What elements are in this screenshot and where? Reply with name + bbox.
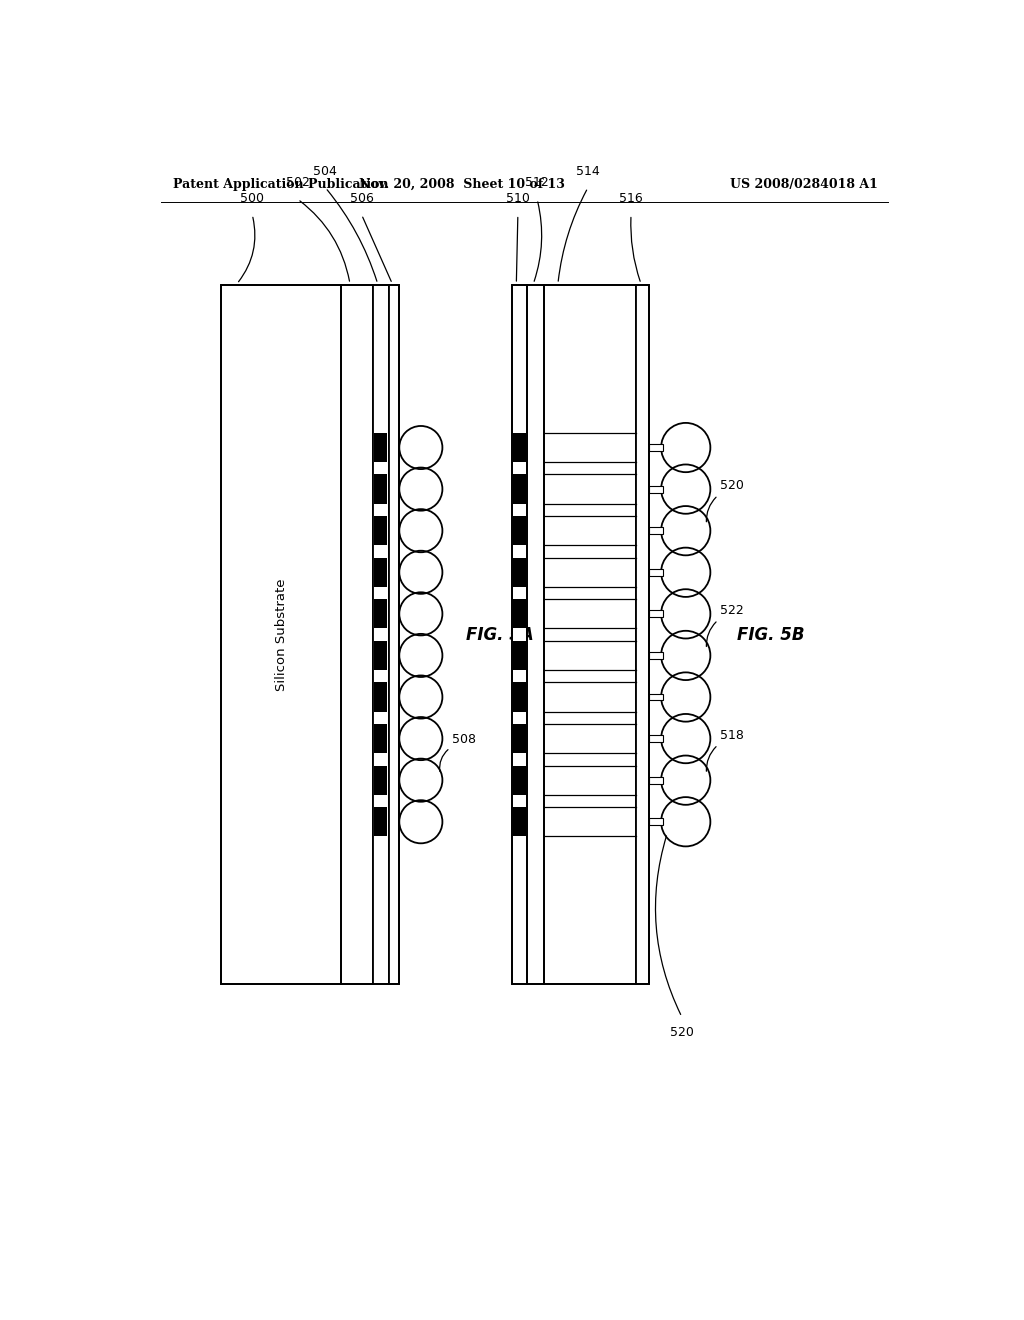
- Bar: [388, 285, 399, 983]
- Text: FIG. 5B: FIG. 5B: [737, 626, 805, 644]
- Bar: [649, 444, 663, 451]
- Text: Patent Application Publication: Patent Application Publication: [173, 178, 388, 191]
- Bar: [374, 723, 387, 754]
- Bar: [373, 285, 388, 983]
- Text: Silicon Substrate: Silicon Substrate: [274, 578, 288, 690]
- Bar: [374, 599, 387, 628]
- Bar: [649, 569, 663, 576]
- Text: 506: 506: [349, 191, 374, 205]
- Bar: [374, 433, 387, 462]
- Text: 500: 500: [241, 191, 264, 205]
- Bar: [513, 807, 526, 837]
- Bar: [513, 682, 526, 711]
- Bar: [374, 766, 387, 795]
- Bar: [649, 610, 663, 618]
- Bar: [649, 527, 663, 535]
- Bar: [512, 285, 527, 983]
- Bar: [374, 557, 387, 587]
- Bar: [512, 285, 649, 983]
- Bar: [649, 735, 663, 742]
- Bar: [649, 818, 663, 825]
- Bar: [341, 285, 373, 983]
- Bar: [374, 640, 387, 671]
- Bar: [374, 807, 387, 837]
- Text: 504: 504: [313, 165, 337, 178]
- Bar: [513, 516, 526, 545]
- Bar: [637, 285, 649, 983]
- Text: 502: 502: [286, 176, 309, 189]
- Bar: [513, 766, 526, 795]
- Bar: [649, 486, 663, 492]
- Text: US 2008/0284018 A1: US 2008/0284018 A1: [730, 178, 879, 191]
- Bar: [513, 433, 526, 462]
- Text: 514: 514: [577, 165, 600, 178]
- Bar: [649, 776, 663, 784]
- Bar: [649, 693, 663, 701]
- Bar: [649, 652, 663, 659]
- Text: 516: 516: [620, 191, 643, 205]
- Bar: [374, 516, 387, 545]
- Bar: [513, 599, 526, 628]
- Bar: [374, 682, 387, 711]
- Text: 518: 518: [720, 729, 743, 742]
- Bar: [221, 285, 399, 983]
- Text: 512: 512: [525, 176, 549, 189]
- Text: 520: 520: [670, 1026, 694, 1039]
- Text: 520: 520: [720, 479, 743, 492]
- Bar: [544, 285, 637, 983]
- Text: 522: 522: [720, 605, 743, 616]
- Bar: [513, 640, 526, 671]
- Text: 510: 510: [506, 191, 529, 205]
- Bar: [513, 723, 526, 754]
- Bar: [513, 557, 526, 587]
- Text: FIG. 5A: FIG. 5A: [466, 626, 534, 644]
- Text: 508: 508: [452, 733, 476, 746]
- Bar: [513, 474, 526, 504]
- Bar: [221, 285, 341, 983]
- Text: Nov. 20, 2008  Sheet 10 of 13: Nov. 20, 2008 Sheet 10 of 13: [358, 178, 564, 191]
- Bar: [527, 285, 544, 983]
- Bar: [374, 474, 387, 504]
